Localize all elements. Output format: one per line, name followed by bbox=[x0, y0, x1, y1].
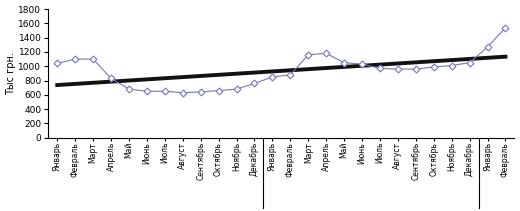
Y-axis label: Тыс грн.: Тыс грн. bbox=[6, 52, 16, 95]
